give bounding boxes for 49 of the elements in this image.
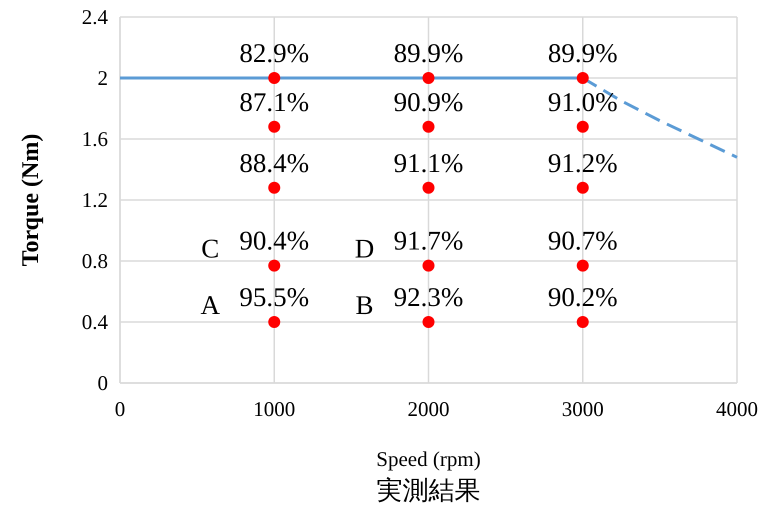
text: 実測結果 xyxy=(376,476,480,506)
y-tick-label: 0.4 xyxy=(82,310,108,334)
annotation: 91.2% xyxy=(548,148,618,178)
annotation: 90.4% xyxy=(239,226,310,256)
annotation: 82.9% xyxy=(239,38,310,68)
y-tick-label: 2 xyxy=(98,66,108,90)
x-tick-label: 0 xyxy=(114,397,126,421)
x-tick-label: 1000 xyxy=(253,397,296,421)
annotation: 89.9% xyxy=(394,38,464,68)
annotation: A xyxy=(200,290,220,320)
point xyxy=(268,120,280,133)
annotation: 90.9% xyxy=(394,86,464,117)
y-tick-label: 2.4 xyxy=(82,5,108,29)
point xyxy=(422,260,434,272)
point xyxy=(576,182,589,194)
point xyxy=(422,182,434,194)
y-tick-label: 0.8 xyxy=(82,249,108,273)
annotation: D xyxy=(354,234,374,264)
annotation: 91.7% xyxy=(394,226,464,256)
annotation: 90.7% xyxy=(548,226,618,256)
point xyxy=(576,316,589,328)
annotation: 91.1% xyxy=(394,148,464,178)
point xyxy=(576,120,589,133)
point xyxy=(268,72,280,84)
annotation: C xyxy=(201,234,220,264)
point xyxy=(422,316,434,328)
x-axis-title: Speed (rpm) xyxy=(376,447,481,471)
x-tick-label: 4000 xyxy=(716,397,758,421)
point xyxy=(268,182,280,194)
point xyxy=(268,316,280,328)
point xyxy=(268,260,280,272)
y-tick-label: 1.6 xyxy=(82,127,108,151)
annotation: 92.3% xyxy=(394,282,464,312)
annotation: 89.9% xyxy=(548,38,618,68)
y-tick-label: 1.2 xyxy=(82,188,108,212)
point xyxy=(576,72,589,84)
annotation: 90.2% xyxy=(548,282,618,312)
annotation: 88.4% xyxy=(239,148,310,178)
point xyxy=(576,260,589,272)
x-tick-label: 3000 xyxy=(562,397,604,421)
point xyxy=(422,72,434,84)
x-tick-label: 2000 xyxy=(408,397,450,421)
point xyxy=(422,120,434,133)
annotation: B xyxy=(355,290,374,320)
y-axis-title: Torque (Nm) xyxy=(18,134,44,266)
annotation: 87.1% xyxy=(239,86,310,117)
annotation: 95.5% xyxy=(239,282,310,312)
y-tick-label: 0 xyxy=(98,371,108,395)
annotation: 91.0% xyxy=(548,86,618,117)
